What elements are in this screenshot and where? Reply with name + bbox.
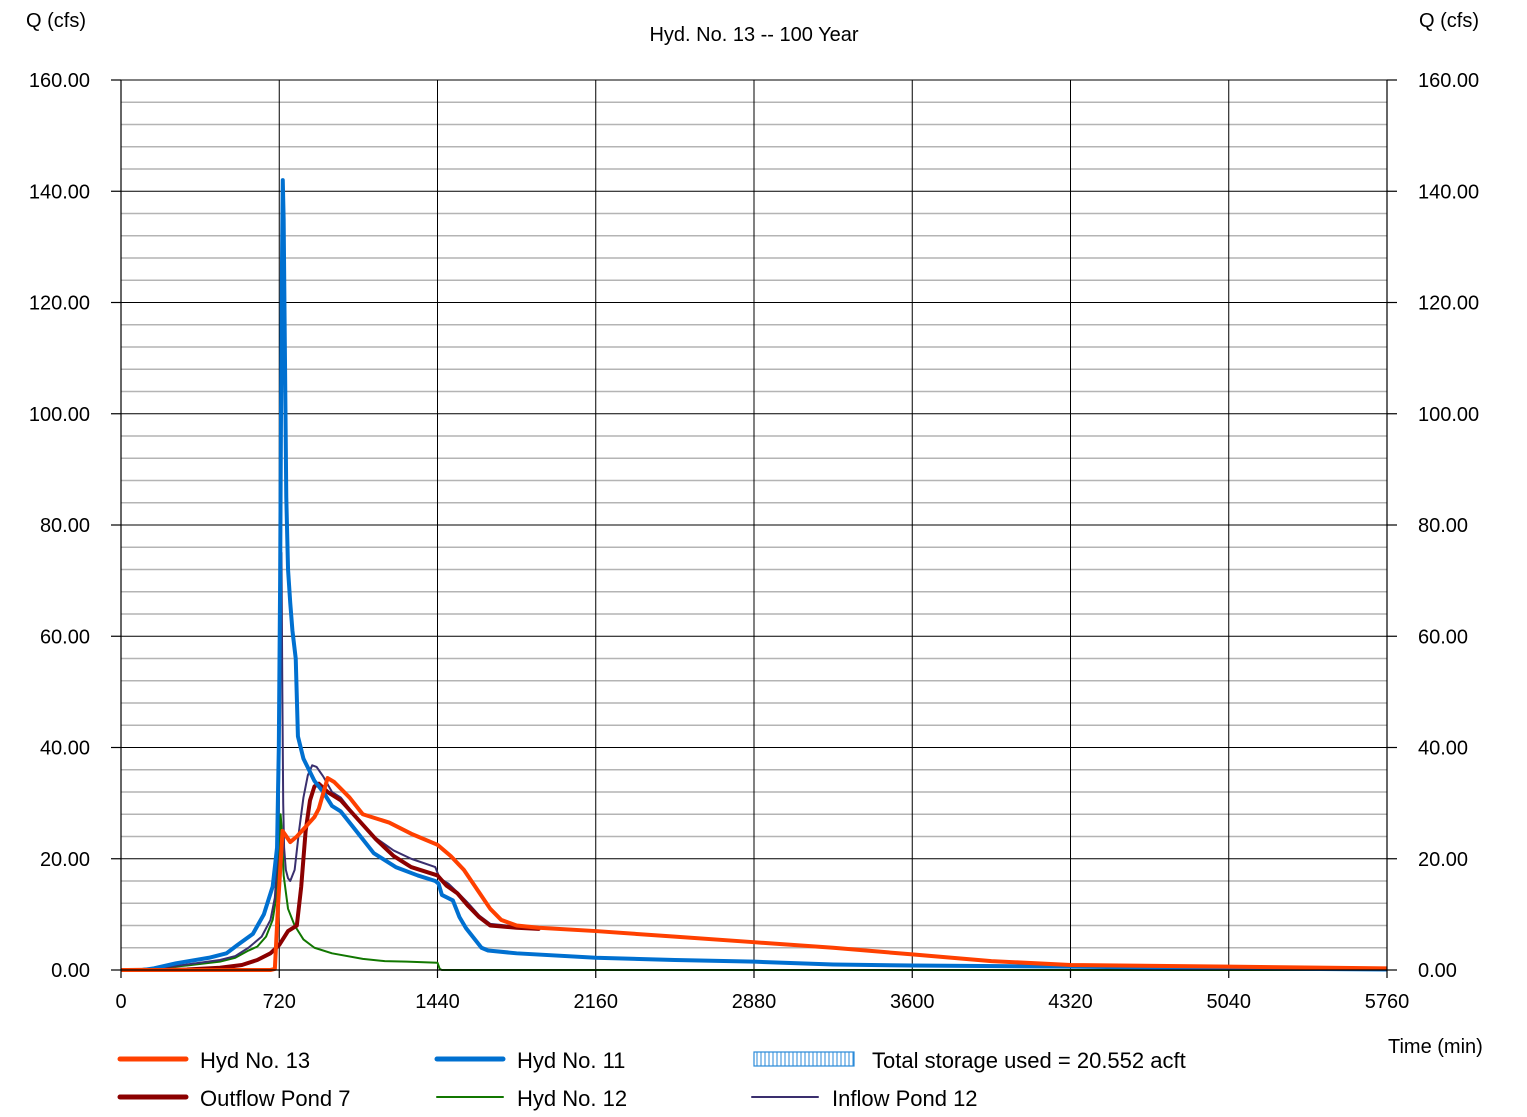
- y-tick-label-left: 20.00: [40, 849, 90, 871]
- y-tick-label-left: 140.00: [29, 181, 90, 203]
- legend-swatch-storage: [753, 1051, 855, 1067]
- x-tick-label: 5040: [1207, 991, 1252, 1013]
- x-tick-label: 3600: [890, 991, 935, 1013]
- y-tick-label-right: 120.00: [1418, 293, 1479, 315]
- legend-label-total-storage-used-20-552-acft: Total storage used = 20.552 acft: [872, 1048, 1186, 1073]
- y-axis-label-left: Q (cfs): [26, 10, 86, 32]
- y-tick-label-right: 20.00: [1418, 849, 1468, 871]
- y-tick-label-left: 80.00: [40, 515, 90, 537]
- y-tick-label-left: 0.00: [51, 960, 90, 982]
- x-tick-label: 2160: [574, 991, 619, 1013]
- y-tick-labels-left: 0.00 20.00 40.00 60.00 80.00 100.00 120.00 140.…: [29, 70, 90, 982]
- legend-label-hyd-no-13: Hyd No. 13: [200, 1048, 310, 1073]
- x-axis-label: Time (min): [1388, 1036, 1483, 1058]
- y-tick-label-right: 160.00: [1418, 70, 1479, 92]
- legend-label-hyd-no-11: Hyd No. 11: [517, 1048, 625, 1073]
- x-tick-label: 2880: [732, 991, 777, 1013]
- x-tick-label: 4320: [1048, 991, 1093, 1013]
- chart-title: Hyd. No. 13 -- 100 Year: [649, 24, 858, 46]
- y-tick-label-right: 140.00: [1418, 181, 1479, 203]
- y-tick-label-left: 160.00: [29, 70, 90, 92]
- legend: Hyd No. 13 Hyd No. 11 Total storage used =…: [117, 1048, 1186, 1111]
- y-tick-label-left: 40.00: [40, 738, 90, 760]
- x-tick-label: 1440: [415, 991, 460, 1013]
- x-tick-label: 0: [115, 991, 126, 1013]
- legend-label-outflow-pond-7: Outflow Pond 7: [200, 1086, 350, 1111]
- y-tick-label-left: 60.00: [40, 626, 90, 648]
- y-tick-label-right: 100.00: [1418, 404, 1479, 426]
- y-tick-label-right: 40.00: [1418, 738, 1468, 760]
- y-tick-label-right: 80.00: [1418, 515, 1468, 537]
- legend-label-hyd-no-12: Hyd No. 12: [517, 1086, 627, 1111]
- y-tick-labels-right: 0.00 20.00 40.00 60.00 80.00 100.00 120.00 140.…: [1418, 70, 1479, 982]
- plot-axes: [111, 79, 1397, 978]
- series-line-hyd-no-13: [121, 776, 1387, 972]
- series-layer: [121, 178, 1387, 972]
- y-tick-label-right: 60.00: [1418, 626, 1468, 648]
- x-tick-labels: 0 720 1440 2160 2880 3600 4320 5040 5760: [115, 991, 1409, 1013]
- y-axis-label-right: Q (cfs): [1419, 10, 1479, 32]
- y-tick-label-right: 0.00: [1418, 960, 1457, 982]
- y-tick-label-left: 120.00: [29, 293, 90, 315]
- series-line-hyd-no-11: [121, 178, 1387, 972]
- series-line-inflow-pond-12: [121, 551, 540, 971]
- legend-label-inflow-pond-12: Inflow Pond 12: [832, 1086, 978, 1111]
- y-tick-label-left: 100.00: [29, 404, 90, 426]
- x-tick-label: 720: [263, 991, 296, 1013]
- x-tick-label: 5760: [1365, 991, 1410, 1013]
- plot-grid: [120, 79, 1388, 971]
